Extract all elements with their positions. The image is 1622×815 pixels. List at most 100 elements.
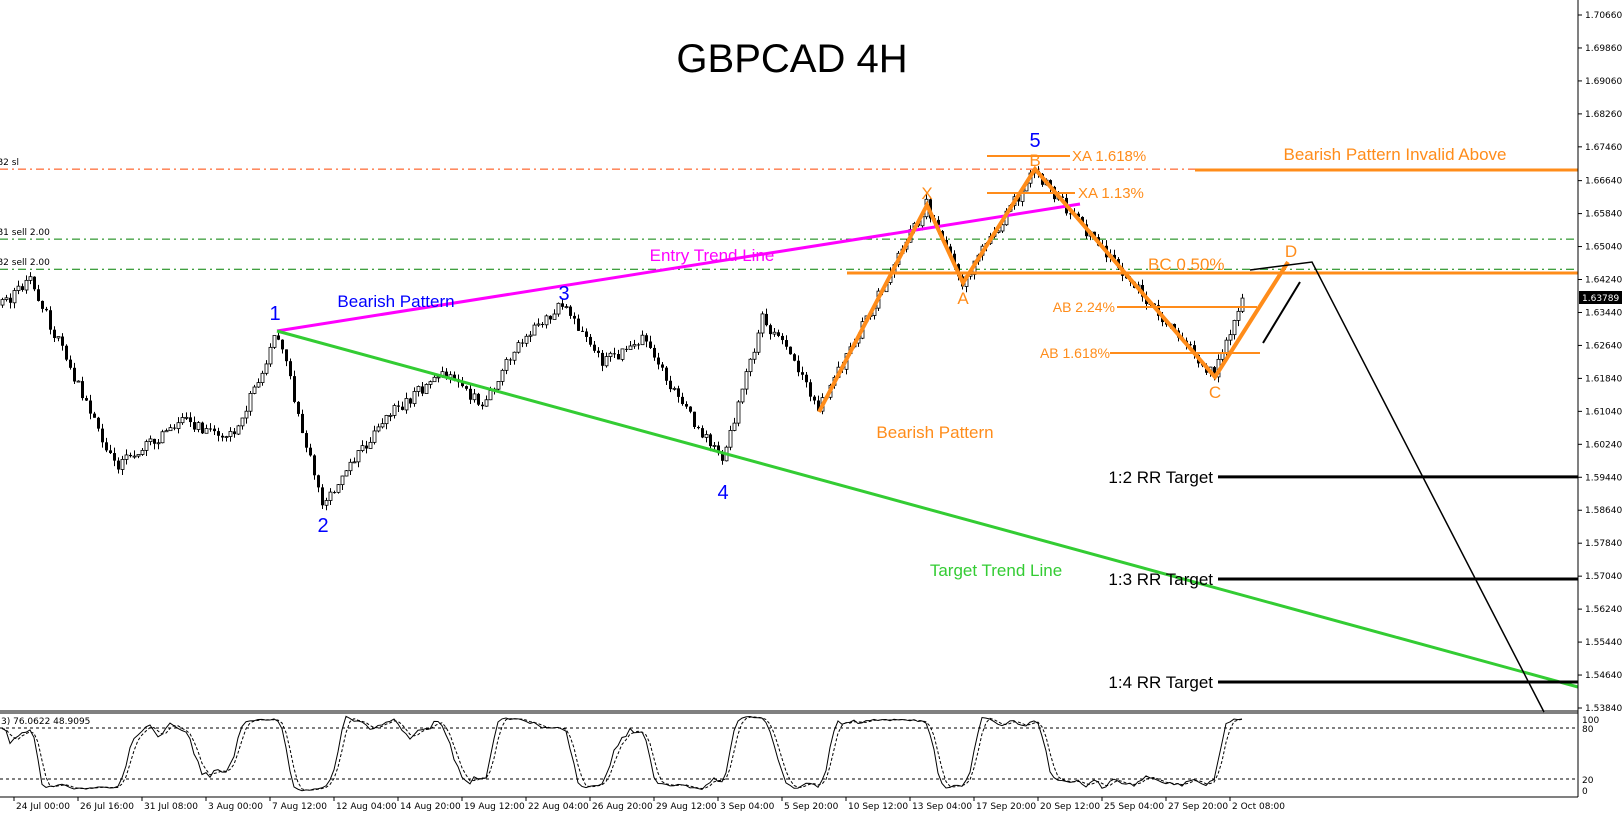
bull-candle-body	[496, 381, 501, 390]
candle	[581, 326, 584, 332]
candle	[516, 340, 521, 354]
candle	[416, 385, 421, 397]
candle	[640, 330, 645, 346]
time-tick-label: 17 Sep 20:00	[976, 802, 1036, 812]
bear-candle-body	[577, 318, 580, 331]
bear-candle-body	[221, 435, 224, 438]
candle	[176, 417, 181, 434]
stochastic-main-line	[1, 715, 1243, 792]
price-tick-label: 1.65040	[1585, 243, 1622, 253]
time-tick-label: 29 Aug 12:00	[656, 802, 717, 812]
bear-candle-body	[593, 344, 596, 351]
candle	[105, 437, 108, 453]
time-tick-label: 24 Jul 00:00	[16, 802, 70, 812]
time-tick-label: 20 Sep 12:00	[1040, 802, 1100, 812]
bull-candle-body	[360, 445, 365, 451]
candle	[256, 378, 261, 388]
price-tick-label: 1.69060	[1585, 77, 1622, 87]
bear-candle-body	[129, 454, 132, 457]
candle	[669, 375, 672, 393]
bear-candle-body	[569, 306, 572, 316]
candle	[217, 427, 220, 442]
candle	[344, 470, 349, 477]
candle	[233, 427, 236, 438]
candle	[97, 416, 100, 432]
candle	[293, 370, 296, 404]
candle	[593, 341, 596, 353]
candle	[637, 342, 640, 350]
bull-candle-body	[340, 475, 345, 486]
candle	[45, 306, 48, 312]
bear-candle-body	[189, 417, 192, 423]
bear-candle-body	[709, 434, 712, 447]
bull-candle-body	[512, 351, 517, 361]
candle	[12, 287, 17, 309]
wave-1-label: 1	[269, 303, 280, 325]
bull-candle-body	[228, 431, 233, 437]
osc-scale-100: 100	[1582, 716, 1599, 726]
time-tick-label: 26 Jul 16:00	[80, 802, 134, 812]
bear-candle-body	[817, 400, 820, 412]
bear-candle-body	[469, 388, 472, 400]
bull-candle-body	[620, 348, 625, 360]
bearish-pattern-zigzag[interactable]	[817, 165, 1290, 413]
bear-candle-body	[209, 428, 212, 430]
bear-candle-body	[765, 313, 768, 326]
ab-1618-label: AB 1.618%	[1040, 345, 1110, 361]
bear-candle-body	[809, 382, 812, 397]
bear-candle-body	[1093, 231, 1096, 238]
candle	[144, 439, 149, 456]
bear-candle-body	[305, 433, 308, 448]
bear-candle-body	[85, 398, 88, 401]
candle	[297, 401, 300, 417]
bear-candle-body	[637, 344, 640, 346]
candle	[248, 391, 253, 416]
candle	[549, 315, 552, 324]
bear-candle-body	[805, 374, 808, 383]
time-tick-label: 5 Sep 20:00	[784, 802, 839, 812]
candle	[140, 448, 145, 456]
bear-candle-body	[613, 353, 616, 355]
price-tick-label: 1.57040	[1585, 572, 1622, 582]
level-label: B2 sl	[0, 158, 19, 168]
candle	[160, 429, 165, 444]
bear-candle-body	[801, 372, 804, 375]
bull-candle-body	[516, 342, 521, 353]
candle	[793, 353, 796, 362]
candle	[657, 352, 660, 370]
bull-candle-body	[272, 335, 277, 348]
candle	[412, 387, 417, 407]
candle	[240, 417, 245, 430]
bear-candle-body	[785, 340, 788, 347]
bear-candle-body	[561, 303, 564, 307]
price-axis: 1.70660 1.69860 1.69060 1.68260 1.67460 1.666…	[1578, 11, 1622, 714]
candle	[0, 297, 5, 308]
bear-candle-body	[721, 453, 724, 461]
point-x-label: X	[921, 184, 932, 203]
bear-candle-body	[105, 442, 108, 451]
candle	[1228, 329, 1233, 346]
projection-up-line[interactable]	[1262, 281, 1301, 344]
bull-candle-body	[240, 417, 245, 427]
price-tick-label: 1.66640	[1585, 177, 1622, 187]
orange-pattern-label: Bearish Pattern	[876, 423, 993, 442]
ab-224-label: AB 2.24%	[1053, 299, 1115, 315]
candle	[760, 311, 765, 338]
bull-candle-body	[236, 425, 241, 435]
bear-candle-body	[657, 357, 660, 365]
projection-down-line[interactable]	[1249, 261, 1545, 713]
candle	[109, 444, 112, 454]
point-a-label: A	[957, 289, 969, 308]
candle	[697, 425, 700, 430]
entry-trend-line[interactable]	[276, 202, 1081, 333]
osc-scale-80: 80	[1582, 725, 1594, 735]
bull-candle-body	[348, 461, 353, 472]
bear-candle-body	[701, 428, 704, 438]
bear-candle-body	[789, 346, 792, 355]
bull-candle-body	[556, 302, 561, 315]
candle	[136, 454, 141, 459]
candle	[681, 392, 684, 406]
bull-candle-body	[1240, 297, 1245, 312]
target-trend-line[interactable]	[276, 329, 1579, 689]
candle	[129, 452, 132, 458]
